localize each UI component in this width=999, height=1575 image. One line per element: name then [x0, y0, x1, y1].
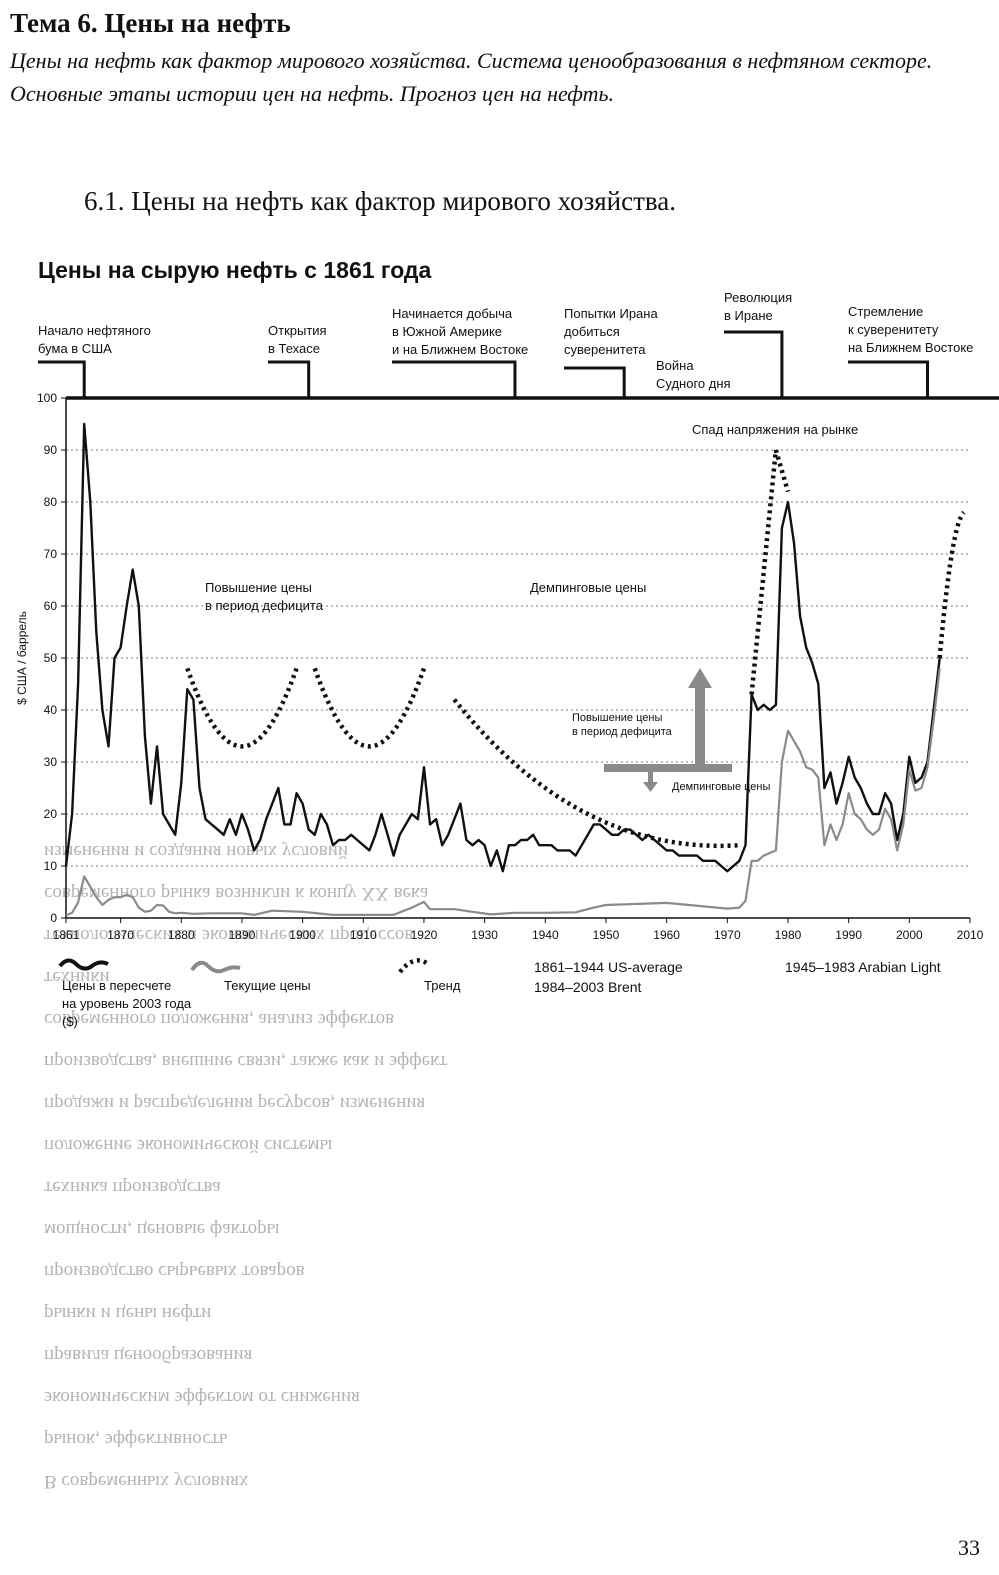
event-label: и на Ближнем Востоке — [392, 342, 528, 357]
bleed-through-line: В современных условиях — [44, 1471, 249, 1492]
legend-label: ($) — [62, 1014, 78, 1029]
event-leader — [724, 330, 784, 398]
event-label: на Ближнем Востоке — [848, 340, 973, 355]
trend-line — [312, 667, 427, 749]
topic-heading: Тема 6. Цены на нефть — [10, 8, 291, 38]
x-tick-label: 1960 — [653, 928, 680, 942]
inset-label-up: Повышение цены — [572, 712, 662, 724]
y-tick-label: 60 — [44, 599, 58, 613]
event-label: Открытия — [268, 323, 327, 338]
up-arrow-icon — [688, 668, 712, 688]
event-leader — [268, 360, 311, 398]
inset-bar — [604, 764, 732, 772]
x-tick-label: 1970 — [714, 928, 741, 942]
legend-swatch-current — [190, 960, 241, 974]
topic-subtitle: Цены на нефть как фактор мирового хозяйс… — [10, 48, 933, 106]
x-tick-label: 1920 — [411, 928, 438, 942]
y-tick-label: 0 — [50, 911, 57, 925]
chart-annotation: в период дефицита — [205, 598, 324, 613]
chart-title: Цены на сырую нефть с 1861 года — [38, 257, 432, 283]
y-tick-label: 40 — [44, 703, 58, 717]
event-leader — [848, 360, 930, 398]
y-tick-label: 100 — [37, 391, 57, 405]
source-note: 1945–1983 Arabian Light — [785, 959, 941, 975]
x-tick-label: 1940 — [532, 928, 559, 942]
trend-line — [937, 510, 966, 659]
down-arrow-shaft — [648, 772, 653, 784]
up-arrow-shaft — [695, 685, 705, 768]
y-axis-label: $ США / баррель — [15, 611, 29, 705]
down-arrow-icon — [643, 782, 658, 792]
bleed-through-line: рынки и цены нефти — [44, 1303, 212, 1324]
x-tick-label: 1930 — [471, 928, 498, 942]
section-heading: 6.1. Цены на нефть как фактор мирового х… — [84, 186, 677, 216]
page-number: 33 — [958, 1535, 980, 1560]
event-label: Революция — [724, 290, 792, 305]
x-tick-label: 1990 — [835, 928, 862, 942]
bleed-through-line: мощности, ценовые факторы — [44, 1219, 280, 1240]
event-label: бума в США — [38, 341, 112, 356]
y-tick-label: 50 — [44, 651, 58, 665]
bleed-through-line: правила ценообразования — [44, 1345, 253, 1366]
bleed-through-line: техника производства — [44, 1177, 221, 1198]
x-tick-label: 1980 — [775, 928, 802, 942]
source-note: 1861–1944 US-average — [534, 959, 683, 975]
bleed-through-line: производство сырьевых товаров — [44, 1261, 305, 1282]
trend-line — [773, 449, 791, 493]
event-label: добиться — [564, 324, 620, 339]
trend-line — [185, 667, 299, 749]
series-real-prices-line — [64, 422, 941, 873]
bleed-through-line: рынок, эффективность — [44, 1429, 228, 1450]
event-label: в Иране — [724, 308, 773, 323]
x-tick-label: 1900 — [289, 928, 316, 942]
x-tick-label: 1880 — [168, 928, 195, 942]
event-label: в Южной Америке — [392, 324, 502, 339]
event-label: Стремление — [848, 304, 923, 319]
y-tick-label: 20 — [44, 807, 58, 821]
event-label: Судного дня — [656, 376, 731, 391]
y-tick-label: 10 — [44, 859, 58, 873]
y-tick-label: 90 — [44, 443, 58, 457]
event-label: суверенитета — [564, 342, 646, 357]
series-current-prices-line — [65, 668, 941, 917]
x-tick-label: 2000 — [896, 928, 923, 942]
y-tick-label: 80 — [44, 495, 58, 509]
source-note: 1984–2003 Brent — [534, 979, 642, 995]
x-tick-label: 1910 — [350, 928, 377, 942]
legend-label: Текущие цены — [224, 978, 311, 993]
event-leader — [392, 360, 517, 398]
trend-line — [749, 449, 779, 695]
x-tick-label: 1890 — [229, 928, 256, 942]
event-label: к суверенитету — [848, 322, 939, 337]
event-label: Попытки Ирана — [564, 306, 658, 321]
x-tick-label: 1870 — [107, 928, 134, 942]
chart-annotation: Демпинговые цены — [530, 580, 646, 595]
event-label: Война — [656, 358, 694, 373]
oil-price-chart: Цены на сырую нефть с 1861 года 0 10 20 30 40… — [15, 257, 999, 1029]
x-tick-label: 1950 — [593, 928, 620, 942]
x-tick-label: 1861 — [53, 928, 80, 942]
event-leader — [38, 360, 86, 398]
event-label: Начинается добыча — [392, 306, 513, 321]
bleed-through-line: экономическим эффектом от снижения — [44, 1387, 360, 1408]
event-label: Начало нефтяного — [38, 323, 151, 338]
event-label: в Техасе — [268, 341, 320, 356]
bleed-through-line: продажи и распределения ресурсов, измене… — [44, 1093, 426, 1114]
bleed-through-line: положение экономической системы — [44, 1135, 333, 1156]
chart-annotation: Спад напряжения на рынке — [692, 422, 858, 437]
bleed-through-line: производства, внешние связи, также как и… — [44, 1051, 448, 1072]
legend-label: Тренд — [424, 978, 461, 993]
trend-line — [452, 698, 740, 849]
legend-label: Цены в пересчете — [62, 978, 171, 993]
inset-label-down: Демпинговые цены — [672, 781, 770, 793]
chart-annotation: Повышение цены — [205, 580, 312, 595]
event-leader — [564, 366, 626, 398]
y-tick-label: 30 — [44, 755, 58, 769]
x-tick-label: 2010 — [957, 928, 984, 942]
legend-swatch-real — [58, 958, 109, 971]
inset-label-up: в период дефицита — [572, 726, 673, 738]
y-tick-label: 70 — [44, 547, 58, 561]
legend-swatch-trend — [398, 958, 430, 974]
legend-label: на уровень 2003 года — [62, 996, 192, 1011]
